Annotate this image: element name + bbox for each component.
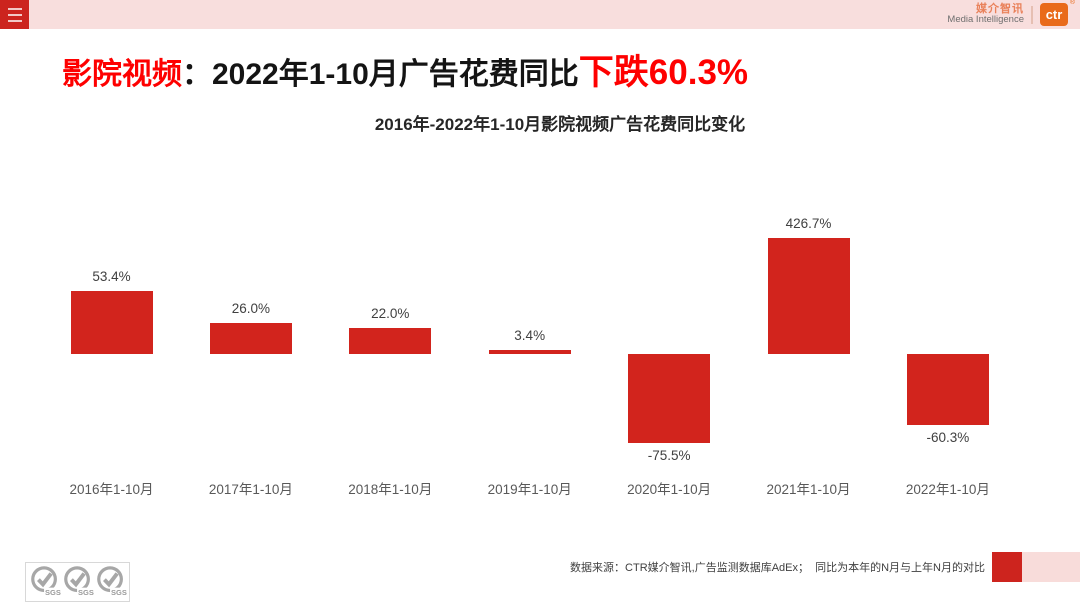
- ctr-logo-badge: ctr: [1040, 3, 1068, 26]
- chart-bar-2019年1-10月: [488, 349, 571, 354]
- svg-text:SGS: SGS: [78, 588, 94, 597]
- brand-divider: [1031, 5, 1033, 24]
- bar-chart: 53.4% 2016年1-10月 26.0% 2017年1-10月 22.0% 2018年…: [0, 160, 1080, 520]
- bar-value-label: 426.7%: [785, 216, 832, 231]
- sgs-certification-box: SGS SGS SGS: [25, 562, 130, 602]
- brand-text: 媒介智讯 Media Intelligence: [947, 2, 1024, 26]
- title-highlight: 下跌60.3%: [578, 53, 749, 92]
- brand-name-en: Media Intelligence: [947, 14, 1024, 26]
- data-source-note: 数据来源：CTR媒介智讯,广告监测数据库AdEx； 同比为本年的N月与上年N月的…: [570, 562, 985, 574]
- ctr-logo: ctr ®: [1040, 0, 1075, 26]
- x-axis-label: 2022年1-10月: [905, 482, 990, 497]
- registered-mark: ®: [1069, 0, 1075, 6]
- x-axis-label: 2018年1-10月: [348, 482, 433, 497]
- sgs-logo-icon: SGS: [96, 566, 127, 597]
- chart-bar-2017年1-10月: [209, 323, 292, 354]
- chart-title: 2016年-2022年1-10月影院视频广告花费同比变化: [374, 115, 746, 134]
- x-axis-label: 2020年1-10月: [627, 482, 712, 497]
- chart-bar-2018年1-10月: [349, 328, 432, 354]
- bar-value-label: 53.4%: [92, 268, 131, 284]
- title-middle: 2022年1-10月广告花费同比: [212, 58, 579, 91]
- footer-pink-square: [1022, 552, 1080, 582]
- menu-button[interactable]: [0, 0, 29, 29]
- bar-value-label: 22.0%: [371, 306, 410, 322]
- chart-bar-2020年1-10月: [628, 354, 711, 444]
- title-colon: ：: [182, 58, 212, 91]
- x-axis-label: 2021年1-10月: [766, 482, 851, 497]
- sgs-logo-icon: SGS: [30, 566, 61, 597]
- brand-block: 媒介智讯 Media Intelligence ctr ®: [947, 0, 1075, 29]
- bar-value-label: 3.4%: [514, 327, 546, 343]
- bar-value-label: 26.0%: [231, 301, 271, 317]
- chart-bar-2022年1-10月: [906, 354, 989, 426]
- brand-name-cn: 媒介智讯: [976, 2, 1024, 15]
- page-title: 影院视频 ： 2022年1-10月广告花费同比 下跌60.3%: [62, 44, 748, 95]
- chart-bar-2016年1-10月: [70, 290, 153, 354]
- x-axis-label: 2017年1-10月: [208, 482, 293, 497]
- bar-value-label: -60.3%: [926, 430, 970, 446]
- svg-text:SGS: SGS: [45, 588, 61, 597]
- svg-text:SGS: SGS: [111, 588, 127, 597]
- title-prefix: 影院视频: [62, 58, 182, 91]
- bar-value-label: -75.5%: [647, 448, 691, 464]
- hamburger-icon: [7, 7, 22, 22]
- chart-bar-2021年1-10月: [767, 238, 850, 354]
- header-strip: [0, 0, 1080, 29]
- sgs-logo-icon: SGS: [63, 566, 94, 597]
- footer-red-square: [992, 552, 1022, 582]
- x-axis-label: 2016年1-10月: [69, 482, 154, 497]
- x-axis-label: 2019年1-10月: [487, 482, 572, 497]
